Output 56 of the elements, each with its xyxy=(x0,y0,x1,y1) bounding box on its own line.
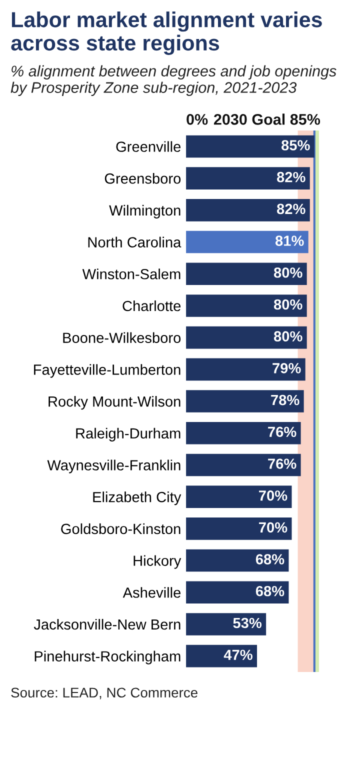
bar xyxy=(186,326,307,349)
text: 0% xyxy=(186,114,208,125)
y-tick-label: Winston-Salem xyxy=(82,268,180,280)
bar xyxy=(186,581,289,604)
y-tick-label: Greenville xyxy=(116,141,181,152)
y-tick-label: Wilmington xyxy=(109,204,180,218)
chart-title: Labor market alignment varies across state regions xyxy=(11,12,322,55)
bar xyxy=(186,549,289,572)
y-tick-label: North Carolina xyxy=(88,236,182,248)
y-tick-label: Jacksonville-New Bern xyxy=(34,618,180,630)
bar xyxy=(186,454,301,476)
y-tick-label: Charlotte xyxy=(122,300,181,312)
data-label: 79% xyxy=(272,363,301,374)
bar xyxy=(186,644,258,668)
data-label: 80% xyxy=(274,299,302,310)
y-tick-label: Pinehurst-Rockingham xyxy=(34,650,180,664)
data-label: 81% xyxy=(275,236,304,246)
data-label: 68% xyxy=(256,586,284,596)
bar xyxy=(186,518,292,540)
y-tick-label: Raleigh-Durham xyxy=(76,428,180,442)
y-tick-label: Greensboro xyxy=(104,173,181,184)
bar xyxy=(186,422,301,444)
bar xyxy=(186,486,292,508)
data-label: 70% xyxy=(259,522,288,533)
data-label: 68% xyxy=(256,554,284,564)
data-label: 85% xyxy=(282,140,310,150)
data-label: 80% xyxy=(274,331,302,342)
y-tick-label: Boone-Wilkesboro xyxy=(63,332,181,344)
bar xyxy=(186,262,307,286)
source-note: Source: LEAD, NC Commerce xyxy=(11,688,198,700)
data-label: 82% xyxy=(276,204,306,214)
bar xyxy=(186,199,310,222)
bar xyxy=(186,167,310,190)
data-label: 76% xyxy=(268,458,296,469)
bar xyxy=(186,358,306,381)
data-label: 53% xyxy=(233,618,262,628)
y-tick-label: Fayetteville-Lumberton xyxy=(34,364,180,378)
data-label: 78% xyxy=(271,394,300,406)
data-label: 76% xyxy=(268,426,296,438)
data-label: 82% xyxy=(276,172,306,182)
y-tick-label: Hickory xyxy=(134,555,182,569)
bar xyxy=(186,230,308,254)
y-tick-label: Waynesville-Franklin xyxy=(47,460,180,474)
ref-line-label: 2030 Goal 85% xyxy=(214,114,320,125)
bar xyxy=(186,613,266,636)
y-tick-label: Rocky Mount-Wilson xyxy=(48,396,180,410)
data-label: 80% xyxy=(274,267,302,278)
bar xyxy=(186,294,307,317)
y-tick-label: Asheville xyxy=(122,587,181,598)
data-label: 47% xyxy=(224,650,252,660)
data-label: 70% xyxy=(259,490,288,501)
bar xyxy=(186,135,314,158)
y-tick-label: Goldsboro-Kinston xyxy=(61,523,180,534)
y-tick-label: Elizabeth City xyxy=(93,492,182,506)
bar xyxy=(186,390,304,412)
chart-subtitle: % alignment between degrees and job openings by Prosperity Zone sub-region, 2021-2023 xyxy=(10,65,336,96)
